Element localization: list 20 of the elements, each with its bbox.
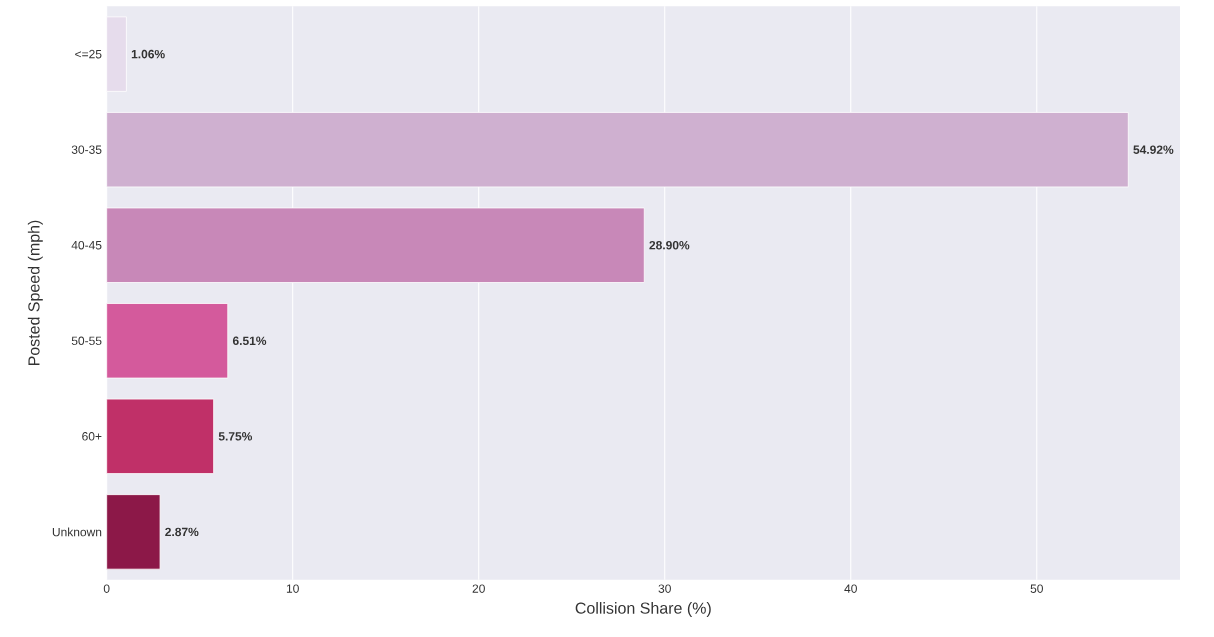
data-label: 28.90% [649, 240, 690, 250]
data-label: 5.75% [218, 432, 253, 441]
data-label: 2.87% [165, 527, 199, 537]
y-tick-label: 40-45 [71, 240, 102, 250]
y-tick-label: <=25 [75, 49, 102, 59]
x-tick-label: 20 [472, 584, 485, 593]
y-axis-title: Posted Speed (mph) [27, 220, 43, 366]
y-tick-label: 50-55 [71, 336, 102, 346]
data-label: 54.92% [1133, 145, 1174, 154]
x-tick-label: 40 [844, 584, 857, 593]
x-tick-label: 0 [103, 584, 110, 593]
y-tick-label: 60+ [82, 432, 102, 441]
x-axis-title: Collision Share (%) [575, 602, 711, 617]
y-tick-label: 30-35 [71, 145, 102, 154]
x-tick-label: 50 [1030, 584, 1043, 593]
x-tick-label: 10 [286, 584, 299, 593]
x-tick-label: 30 [658, 584, 671, 593]
data-label: 1.06% [131, 49, 165, 59]
y-tick-label: Unknown [52, 527, 102, 537]
data-label: 6.51% [232, 336, 267, 346]
